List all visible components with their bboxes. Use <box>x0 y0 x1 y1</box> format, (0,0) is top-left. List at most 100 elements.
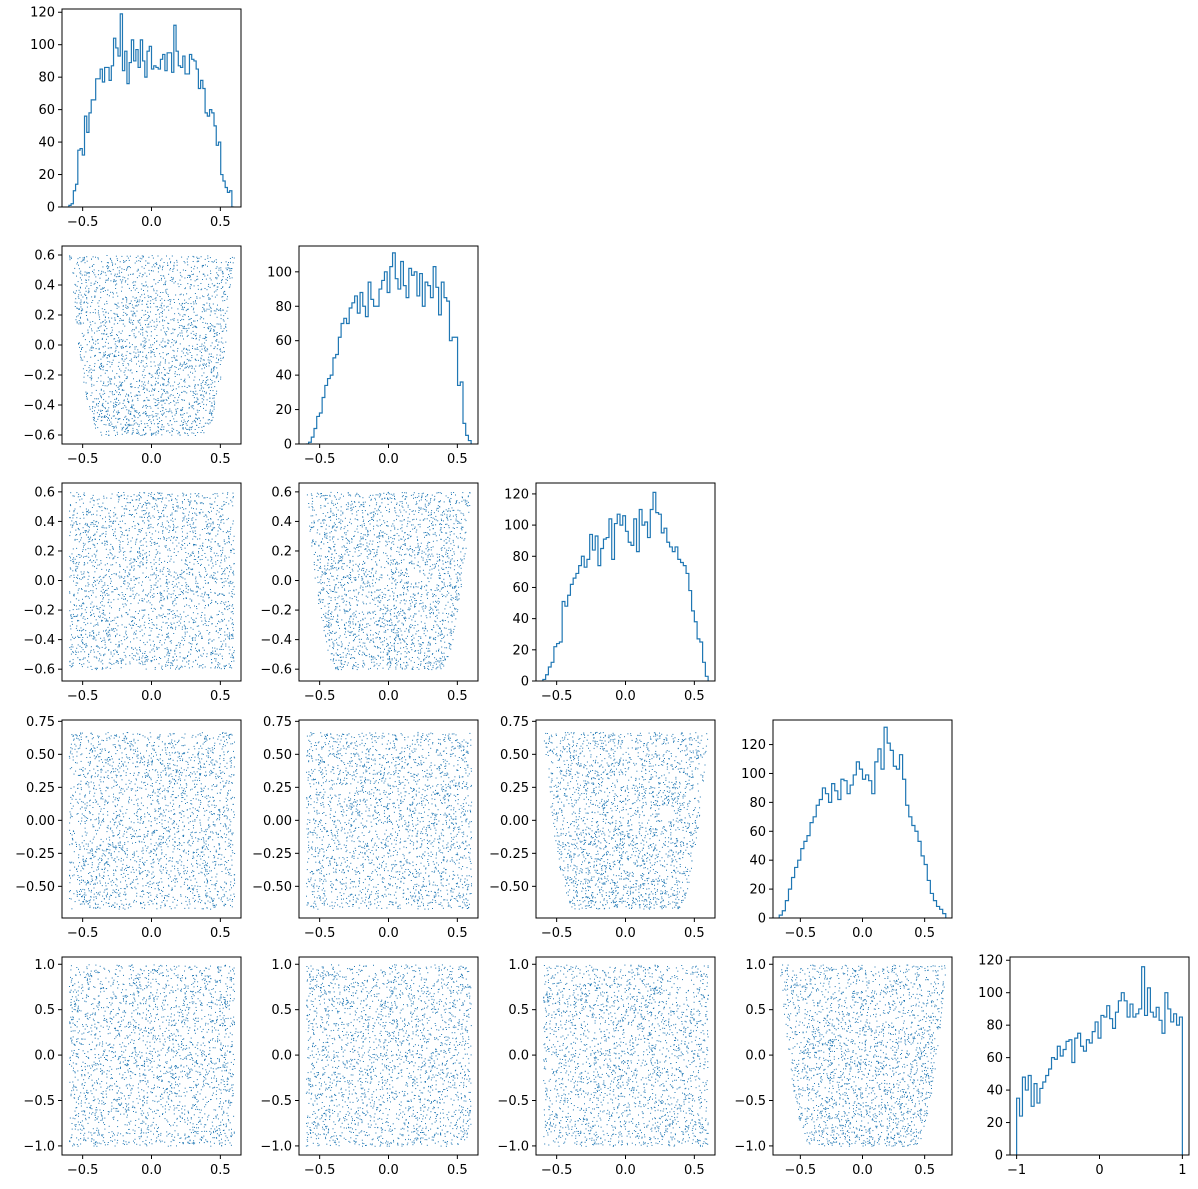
scatter-point <box>224 290 226 292</box>
scatter-point <box>133 631 135 633</box>
scatter-point <box>174 614 176 616</box>
scatter-point <box>129 317 131 319</box>
scatter-point <box>225 557 227 559</box>
scatter-point <box>109 414 110 416</box>
scatter-point <box>189 286 191 288</box>
scatter-point <box>96 404 97 406</box>
scatter-point <box>126 418 128 420</box>
scatter-point <box>179 656 181 658</box>
scatter-point <box>215 267 217 269</box>
scatter-point <box>103 637 105 639</box>
scatter-point <box>197 582 199 584</box>
scatter-point <box>86 344 88 346</box>
scatter-point <box>141 629 143 631</box>
scatter-point <box>110 525 112 527</box>
y-tick-label: 0 <box>521 675 529 690</box>
scatter-point <box>83 514 84 516</box>
scatter-point <box>93 423 95 425</box>
scatter-point <box>91 601 93 603</box>
scatter-point <box>96 559 98 561</box>
scatter-point <box>85 282 87 283</box>
scatter-point <box>108 570 110 572</box>
scatter-point <box>167 494 169 496</box>
scatter-point <box>164 616 165 617</box>
scatter-point <box>104 309 106 310</box>
scatter-point <box>201 398 203 400</box>
scatter-point <box>154 262 156 264</box>
scatter-point <box>183 571 184 573</box>
scatter-point <box>130 358 132 360</box>
scatter-point <box>210 353 212 355</box>
scatter-point <box>105 274 107 276</box>
scatter-point <box>73 272 75 274</box>
scatter-point <box>157 542 158 544</box>
scatter-point <box>204 580 206 581</box>
scatter-point <box>142 285 144 287</box>
scatter-point <box>154 432 156 434</box>
scatter-point <box>167 381 169 383</box>
scatter-point <box>108 423 110 425</box>
scatter-point <box>79 346 80 348</box>
scatter-point <box>161 388 163 390</box>
scatter-point <box>214 296 216 298</box>
y-tick-label: 100 <box>30 38 55 53</box>
scatter-point <box>104 290 106 292</box>
scatter-point <box>151 432 153 434</box>
scatter-point <box>80 605 82 607</box>
scatter-point <box>107 381 109 383</box>
scatter-point <box>96 514 98 516</box>
scatter-point <box>203 407 204 409</box>
scatter-point <box>93 613 95 615</box>
scatter-point <box>84 530 86 532</box>
scatter-point <box>78 308 80 310</box>
scatter-point <box>181 386 183 388</box>
scatter-point <box>162 410 164 412</box>
scatter-point <box>119 571 121 573</box>
scatter-point <box>202 273 204 275</box>
scatter-points <box>69 492 235 671</box>
scatter-point <box>145 412 147 414</box>
scatter-point <box>158 531 160 533</box>
scatter-point <box>138 426 140 427</box>
scatter-point <box>195 508 197 510</box>
scatter-point <box>129 413 131 415</box>
scatter-point <box>115 520 117 522</box>
scatter-point <box>110 258 112 260</box>
scatter-point <box>197 359 199 361</box>
scatter-point <box>130 641 131 643</box>
scatter-point <box>194 384 196 386</box>
scatter-point <box>148 554 150 556</box>
scatter-point <box>105 411 107 413</box>
scatter-point <box>143 314 145 316</box>
scatter-point <box>125 598 126 600</box>
scatter-point <box>149 634 151 636</box>
scatter-point <box>167 384 169 386</box>
scatter-point <box>114 628 116 629</box>
scatter-point <box>232 540 234 542</box>
scatter-point <box>90 372 92 374</box>
scatter-point <box>180 618 182 620</box>
scatter-point <box>196 354 198 356</box>
scatter-point <box>130 603 132 605</box>
scatter-point <box>146 306 148 308</box>
scatter-point <box>85 294 87 296</box>
scatter-point <box>213 366 215 368</box>
scatter-point <box>167 598 169 600</box>
scatter-point <box>115 425 117 427</box>
scatter-point <box>159 657 160 658</box>
scatter-point <box>212 652 214 654</box>
scatter-point <box>111 493 113 495</box>
scatter-point <box>96 634 98 636</box>
scatter-point <box>310 515 312 517</box>
scatter-point <box>182 593 184 595</box>
scatter-point <box>168 367 170 369</box>
scatter-point <box>183 327 185 329</box>
scatter-point <box>196 314 198 316</box>
scatter-point <box>196 297 198 299</box>
scatter-point <box>128 409 130 411</box>
scatter-point <box>94 343 96 345</box>
scatter-point <box>210 652 212 654</box>
scatter-point <box>179 644 181 646</box>
scatter-point <box>146 660 148 662</box>
scatter-point <box>114 275 116 277</box>
